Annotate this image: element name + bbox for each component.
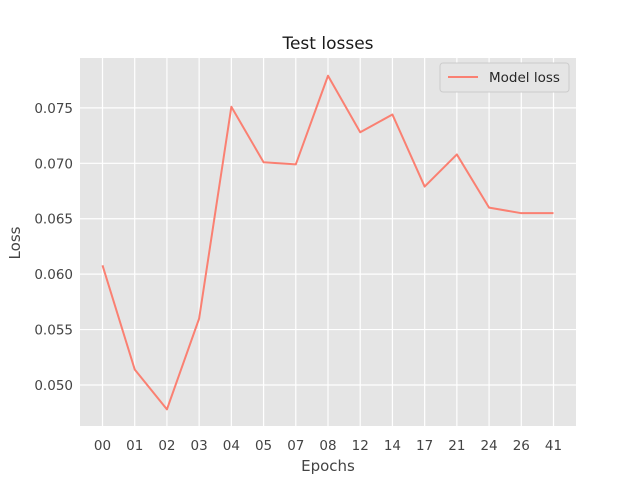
x-tick-label: 05: [255, 438, 272, 454]
x-tick-label: 41: [545, 438, 562, 454]
series-line-model-loss: [101, 74, 554, 411]
y-tick-label: 0.070: [34, 156, 73, 172]
x-tick-label: 07: [287, 438, 304, 454]
x-tick-label: 04: [223, 438, 240, 454]
grid: [80, 58, 576, 426]
x-tick-label: 14: [384, 438, 401, 454]
y-tick-label: 0.065: [34, 212, 73, 228]
x-tick-label: 12: [352, 438, 369, 454]
x-axis-label: Epochs: [301, 457, 355, 475]
y-tick-label: 0.060: [34, 267, 73, 283]
y-tick-label: 0.050: [34, 378, 73, 394]
x-tick-label: 21: [448, 438, 465, 454]
x-tick-label: 01: [126, 438, 143, 454]
y-axis-ticks: 0.050 0.055 0.060 0.065 0.070 0.075: [34, 101, 73, 394]
x-tick-label: 03: [191, 438, 208, 454]
legend: Model loss: [439, 62, 570, 93]
x-tick-label: 24: [480, 438, 497, 454]
y-tick-label: 0.055: [34, 323, 73, 339]
x-tick-label: 26: [513, 438, 530, 454]
series-layer: [101, 74, 554, 411]
legend-label-model-loss: Model loss: [489, 70, 560, 86]
y-axis-label: Loss: [6, 226, 24, 259]
x-tick-label: 02: [158, 438, 175, 454]
x-tick-label: 08: [319, 438, 336, 454]
chart-title: Test losses: [281, 34, 373, 54]
x-tick-label: 00: [94, 438, 111, 454]
legend-box: [439, 62, 570, 93]
x-axis-ticks: 00 01 02 03 04 05 07 08 12 14 17 21 24 26 41: [94, 438, 562, 454]
x-tick-label: 17: [416, 438, 433, 454]
y-tick-label: 0.075: [34, 101, 73, 117]
